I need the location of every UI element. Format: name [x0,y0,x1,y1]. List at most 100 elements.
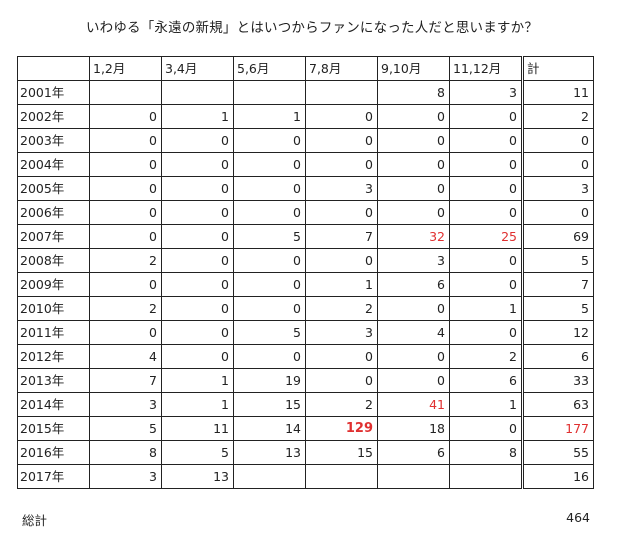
year-label: 2004年 [17,152,90,177]
value-cell: 4 [89,344,162,369]
row-total-cell: 3 [521,176,594,201]
value-cell: 0 [89,176,162,201]
value-cell: 1 [161,392,234,417]
value-cell: 5 [89,416,162,441]
value-cell: 0 [89,272,162,297]
value-cell: 18 [377,416,450,441]
value-cell: 19 [233,368,306,393]
row-total-cell: 5 [521,296,594,321]
row-total-cell: 16 [521,464,594,489]
value-cell: 0 [161,128,234,153]
table-row: 2014年 3 1 15 2 41 1 63 [17,392,594,417]
data-table: 1,2月 3,4月 5,6月 7,8月 9,10月 11,12月計 2001年 8 3 11 200… [17,56,594,489]
row-total-cell: 0 [521,200,594,225]
value-cell [305,464,378,489]
value-cell: 2 [89,248,162,273]
value-cell: 0 [89,200,162,225]
year-label: 2009年 [17,272,90,297]
value-cell: 7 [305,224,378,249]
value-cell [89,80,162,105]
year-label: 2013年 [17,368,90,393]
table-row: 2013年 7 1 19 0 0 6 33 [17,368,594,393]
value-cell: 5 [233,320,306,345]
value-cell: 4 [377,320,450,345]
total-column-header: 計 [521,56,594,81]
value-cell: 0 [449,248,523,273]
value-cell: 0 [449,320,523,345]
year-label: 2014年 [17,392,90,417]
value-cell: 8 [89,440,162,465]
table-row: 2010年 2 0 0 2 0 1 5 [17,296,594,321]
year-label: 2012年 [17,344,90,369]
value-cell [233,80,306,105]
value-cell: 15 [233,392,306,417]
column-header: 5,6月 [233,56,306,81]
year-label: 2017年 [17,464,90,489]
year-label: 2010年 [17,296,90,321]
value-cell: 6 [449,368,523,393]
table-row: 2011年 0 0 5 3 4 0 12 [17,320,594,345]
value-cell: 6 [377,272,450,297]
value-cell: 0 [449,416,523,441]
value-cell: 3 [449,80,523,105]
row-total-cell: 63 [521,392,594,417]
value-cell: 0 [305,104,378,129]
value-cell: 0 [161,152,234,177]
value-cell: 0 [89,128,162,153]
value-cell: 32 [377,224,450,249]
value-cell: 2 [305,296,378,321]
value-cell: 0 [233,248,306,273]
grand-total-value: 464 [566,510,590,525]
value-cell: 0 [233,296,306,321]
value-cell: 0 [89,152,162,177]
table-row: 2004年 0 0 0 0 0 0 0 [17,152,594,177]
value-cell: 0 [233,200,306,225]
year-label: 2015年 [17,416,90,441]
value-cell: 0 [449,272,523,297]
row-total-cell: 6 [521,344,594,369]
value-cell: 0 [377,176,450,201]
row-total-cell: 177 [521,416,594,441]
row-total-cell: 33 [521,368,594,393]
year-label: 2001年 [17,80,90,105]
row-total-cell: 12 [521,320,594,345]
row-total-cell: 5 [521,248,594,273]
year-label: 2011年 [17,320,90,345]
row-total-cell: 7 [521,272,594,297]
value-cell: 7 [89,368,162,393]
table-row: 2009年 0 0 0 1 6 0 7 [17,272,594,297]
value-cell: 2 [89,296,162,321]
table-title: いわゆる「永遠の新規」とはいつからファンになった人だと思いますか？ [85,20,539,36]
column-header: 3,4月 [161,56,234,81]
value-cell: 0 [305,152,378,177]
value-cell: 11 [161,416,234,441]
value-cell: 1 [449,392,523,417]
table-row: 2016年 8 5 13 15 6 8 55 [17,440,594,465]
year-label: 2007年 [17,224,90,249]
value-cell: 0 [377,200,450,225]
value-cell: 0 [377,128,450,153]
row-total-cell: 55 [521,440,594,465]
value-cell: 0 [377,344,450,369]
value-cell: 3 [89,392,162,417]
value-cell: 0 [449,176,523,201]
value-cell: 129 [305,416,378,441]
value-cell: 0 [377,152,450,177]
table-row: 2015年 5 11 14 129 18 0 177 [17,416,594,441]
table-row: 2001年 8 3 11 [17,80,594,105]
year-label: 2008年 [17,248,90,273]
value-cell: 0 [305,200,378,225]
value-cell: 15 [305,440,378,465]
table-row: 2002年 0 1 1 0 0 0 2 [17,104,594,129]
value-cell: 0 [233,272,306,297]
value-cell: 0 [161,344,234,369]
value-cell: 3 [377,248,450,273]
value-cell: 0 [305,344,378,369]
value-cell [449,464,523,489]
value-cell: 0 [377,104,450,129]
value-cell: 0 [89,224,162,249]
row-total-cell: 0 [521,128,594,153]
value-cell: 1 [449,296,523,321]
value-cell [377,464,450,489]
header-row: 1,2月 3,4月 5,6月 7,8月 9,10月 11,12月計 [17,56,594,81]
